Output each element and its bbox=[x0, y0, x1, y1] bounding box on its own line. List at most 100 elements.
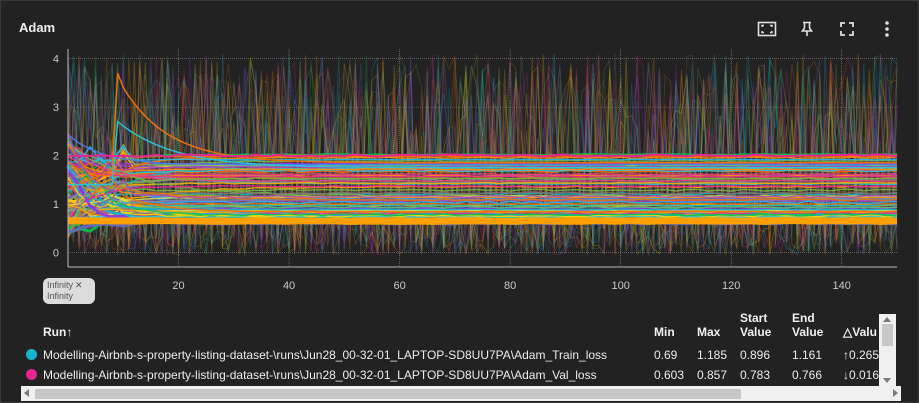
fullscreen-button[interactable] bbox=[830, 15, 864, 43]
chart-axes: 0 1 2 3 4 20 40 60 80 100 120 140 bbox=[53, 49, 897, 292]
cell-min: 0.69 bbox=[654, 348, 678, 362]
noise-series bbox=[67, 54, 898, 255]
y-tick-label: 0 bbox=[53, 247, 59, 259]
x-tick-label: 80 bbox=[504, 280, 516, 292]
noise-series bbox=[67, 54, 898, 256]
column-max[interactable]: Max bbox=[697, 325, 721, 339]
series-line bbox=[68, 198, 898, 206]
converged-series-bundle bbox=[66, 72, 898, 239]
series-line bbox=[67, 184, 898, 222]
horizontal-scrollbar[interactable] bbox=[21, 386, 901, 401]
noise-series bbox=[67, 54, 898, 256]
cell-delta: ↓0.016 bbox=[843, 368, 880, 382]
fullscreen-icon bbox=[840, 22, 854, 36]
series-line bbox=[67, 153, 898, 179]
y-tick-label: 1 bbox=[53, 199, 59, 211]
column-run[interactable]: Run↑ bbox=[43, 325, 73, 339]
x-range-chip[interactable]: Infinity ✕ Infinity bbox=[43, 278, 95, 304]
sort-arrow-icon: ↑ bbox=[66, 325, 73, 339]
more-vert-icon bbox=[885, 21, 889, 37]
noise-series bbox=[67, 61, 898, 255]
cell-run: Modelling-Airbnb-s-property-listing-data… bbox=[43, 368, 597, 382]
series-line bbox=[67, 179, 898, 229]
cell-start: 0.896 bbox=[740, 348, 771, 362]
vertical-scroll-thumb[interactable] bbox=[882, 324, 893, 346]
cell-delta: ↑0.265 bbox=[843, 348, 880, 362]
column-start-value[interactable]: Start Value bbox=[740, 311, 772, 339]
column-delta-value[interactable]: △Valu bbox=[843, 325, 877, 339]
x-tick-label: 20 bbox=[172, 280, 184, 292]
table-header: Run↑ Min Max Start Value End Value △Valu bbox=[1, 311, 918, 341]
run-color-dot bbox=[26, 349, 37, 360]
column-end-value[interactable]: End Value bbox=[792, 311, 824, 339]
chart-title: Adam bbox=[19, 20, 56, 35]
series-line bbox=[68, 120, 897, 186]
cell-max: 0.857 bbox=[697, 368, 728, 382]
series-line bbox=[67, 159, 898, 178]
noise-series bbox=[67, 54, 898, 256]
series-line bbox=[67, 219, 898, 225]
cell-min: 0.603 bbox=[654, 368, 685, 382]
noise-series bbox=[67, 54, 898, 254]
x-tick-label: 120 bbox=[722, 280, 740, 292]
close-icon[interactable]: ✕ bbox=[75, 280, 83, 290]
noise-series bbox=[67, 54, 898, 257]
x-tick-label: 100 bbox=[611, 280, 629, 292]
series-line bbox=[67, 181, 898, 209]
line-chart[interactable]: 0 1 2 3 4 20 40 60 80 100 120 140 bbox=[1, 49, 918, 294]
run-color-dot bbox=[26, 369, 37, 380]
more-options-button[interactable] bbox=[870, 15, 904, 43]
series-line bbox=[67, 159, 898, 213]
range-chip-start: Infinity bbox=[47, 280, 74, 290]
series-line bbox=[67, 177, 898, 226]
chart-toolbar bbox=[750, 15, 904, 43]
scroll-left-icon[interactable] bbox=[24, 389, 29, 397]
horizontal-scroll-thumb[interactable] bbox=[35, 389, 741, 399]
noise-series bbox=[67, 53, 898, 255]
pin-icon bbox=[801, 21, 813, 36]
y-tick-label: 2 bbox=[53, 151, 59, 163]
series-line bbox=[67, 134, 898, 166]
y-tick-label: 4 bbox=[53, 54, 59, 66]
series-line bbox=[67, 132, 898, 199]
noise-series bbox=[67, 57, 898, 256]
series-line bbox=[67, 72, 897, 191]
x-tick-label: 60 bbox=[393, 280, 405, 292]
series-line bbox=[67, 215, 898, 219]
range-chip-end: Infinity bbox=[47, 291, 74, 301]
series-line bbox=[67, 145, 897, 163]
noise-series bbox=[67, 55, 898, 255]
series-line bbox=[67, 146, 898, 183]
vertical-scrollbar[interactable] bbox=[879, 314, 896, 386]
cell-start: 0.783 bbox=[740, 368, 771, 382]
series-line bbox=[67, 205, 898, 212]
scroll-up-icon[interactable] bbox=[883, 317, 891, 322]
series-line bbox=[67, 153, 898, 158]
y-tick-label: 3 bbox=[53, 102, 59, 114]
cell-max: 1.185 bbox=[697, 348, 728, 362]
cell-run: Modelling-Airbnb-s-property-listing-data… bbox=[43, 348, 608, 362]
series-line bbox=[67, 151, 898, 222]
cell-end: 0.766 bbox=[792, 368, 823, 382]
pin-button[interactable] bbox=[790, 15, 824, 43]
x-tick-label: 140 bbox=[833, 280, 851, 292]
series-line bbox=[67, 142, 898, 213]
noise-series bbox=[67, 57, 898, 254]
series-line bbox=[67, 153, 898, 177]
table-row[interactable]: Modelling-Airbnb-s-property-listing-data… bbox=[1, 365, 918, 385]
noise-series bbox=[67, 54, 898, 257]
scroll-down-icon[interactable] bbox=[883, 378, 891, 383]
fit-domain-icon bbox=[757, 21, 777, 37]
series-line bbox=[67, 189, 898, 213]
scroll-right-icon[interactable] bbox=[893, 389, 898, 397]
x-tick-label: 40 bbox=[283, 280, 295, 292]
series-line bbox=[67, 135, 898, 217]
fit-domain-button[interactable] bbox=[750, 15, 784, 43]
cell-end: 1.161 bbox=[792, 348, 823, 362]
series-line bbox=[67, 177, 898, 218]
series-line bbox=[67, 168, 898, 238]
column-min[interactable]: Min bbox=[654, 325, 675, 339]
series-line bbox=[67, 217, 898, 223]
table-row[interactable]: Modelling-Airbnb-s-property-listing-data… bbox=[1, 345, 918, 365]
